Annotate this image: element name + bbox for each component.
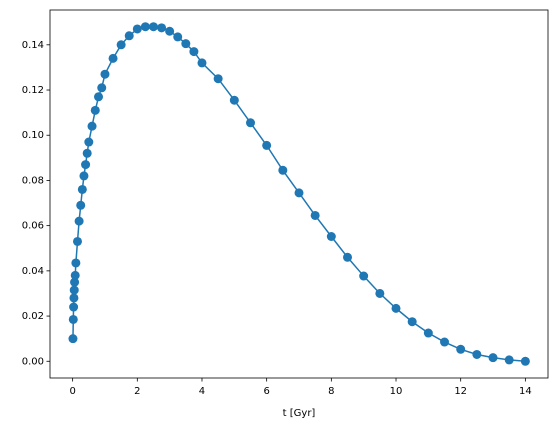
data-point [278, 165, 288, 175]
data-point [90, 105, 100, 115]
y-tick-label: 0.04 [22, 266, 44, 277]
data-point [375, 288, 385, 298]
x-tick-label: 4 [199, 386, 205, 397]
data-point [140, 22, 150, 32]
data-point [326, 231, 336, 241]
data-point [81, 160, 91, 170]
data-point [359, 271, 369, 281]
axes-frame [49, 9, 549, 379]
data-point [76, 200, 86, 210]
data-point [407, 317, 417, 327]
y-tick-label: 0.00 [22, 356, 44, 367]
y-tick-label: 0.06 [22, 221, 44, 232]
data-point [87, 121, 97, 131]
x-tick-label: 6 [263, 386, 269, 397]
data-point [488, 353, 498, 363]
data-point [70, 270, 80, 280]
data-point [173, 32, 183, 42]
data-point [97, 83, 107, 93]
data-point [148, 22, 158, 32]
data-point [69, 285, 79, 295]
data-point [197, 58, 207, 68]
x-tick-label: 12 [454, 386, 467, 397]
data-point [165, 26, 175, 36]
x-tick-label: 8 [328, 386, 334, 397]
data-point [189, 47, 199, 57]
data-point [74, 216, 84, 226]
data-point [520, 356, 530, 366]
data-point [100, 69, 110, 79]
data-point [82, 148, 92, 158]
data-point [229, 95, 239, 105]
data-point [68, 314, 78, 324]
y-tick-label: 0.12 [22, 85, 44, 96]
data-point [132, 24, 142, 34]
data-point [343, 252, 353, 262]
data-point [71, 258, 81, 268]
data-point [440, 337, 450, 347]
data-point [108, 53, 118, 63]
data-point [181, 39, 191, 49]
x-tick-label: 2 [134, 386, 140, 397]
data-point [294, 188, 304, 198]
data-point [472, 349, 482, 359]
x-tick-label: 10 [390, 386, 403, 397]
data-point [69, 302, 79, 312]
data-point [504, 355, 514, 365]
y-tick-label: 0.14 [22, 40, 44, 51]
data-point [213, 74, 223, 84]
data-point [391, 303, 401, 313]
data-point [94, 92, 104, 102]
x-tick-label: 14 [519, 386, 532, 397]
data-point [157, 23, 167, 33]
y-tick-label: 0.10 [22, 130, 44, 141]
data-point [245, 118, 255, 128]
data-point [68, 334, 78, 344]
data-point [423, 328, 433, 338]
data-point [116, 40, 126, 50]
data-point [310, 210, 320, 220]
x-tick-label: 0 [69, 386, 75, 397]
data-point [79, 171, 89, 181]
y-tick-label: 0.02 [22, 311, 44, 322]
data-point [77, 184, 87, 194]
data-point [69, 293, 79, 303]
data-point [124, 31, 134, 41]
data-point [262, 140, 272, 150]
x-axis-label: t [Gyr] [283, 408, 316, 419]
data-point [70, 277, 80, 287]
data-point [84, 137, 94, 147]
data-point [72, 236, 82, 246]
data-point [456, 344, 466, 354]
y-tick-label: 0.08 [22, 175, 44, 186]
